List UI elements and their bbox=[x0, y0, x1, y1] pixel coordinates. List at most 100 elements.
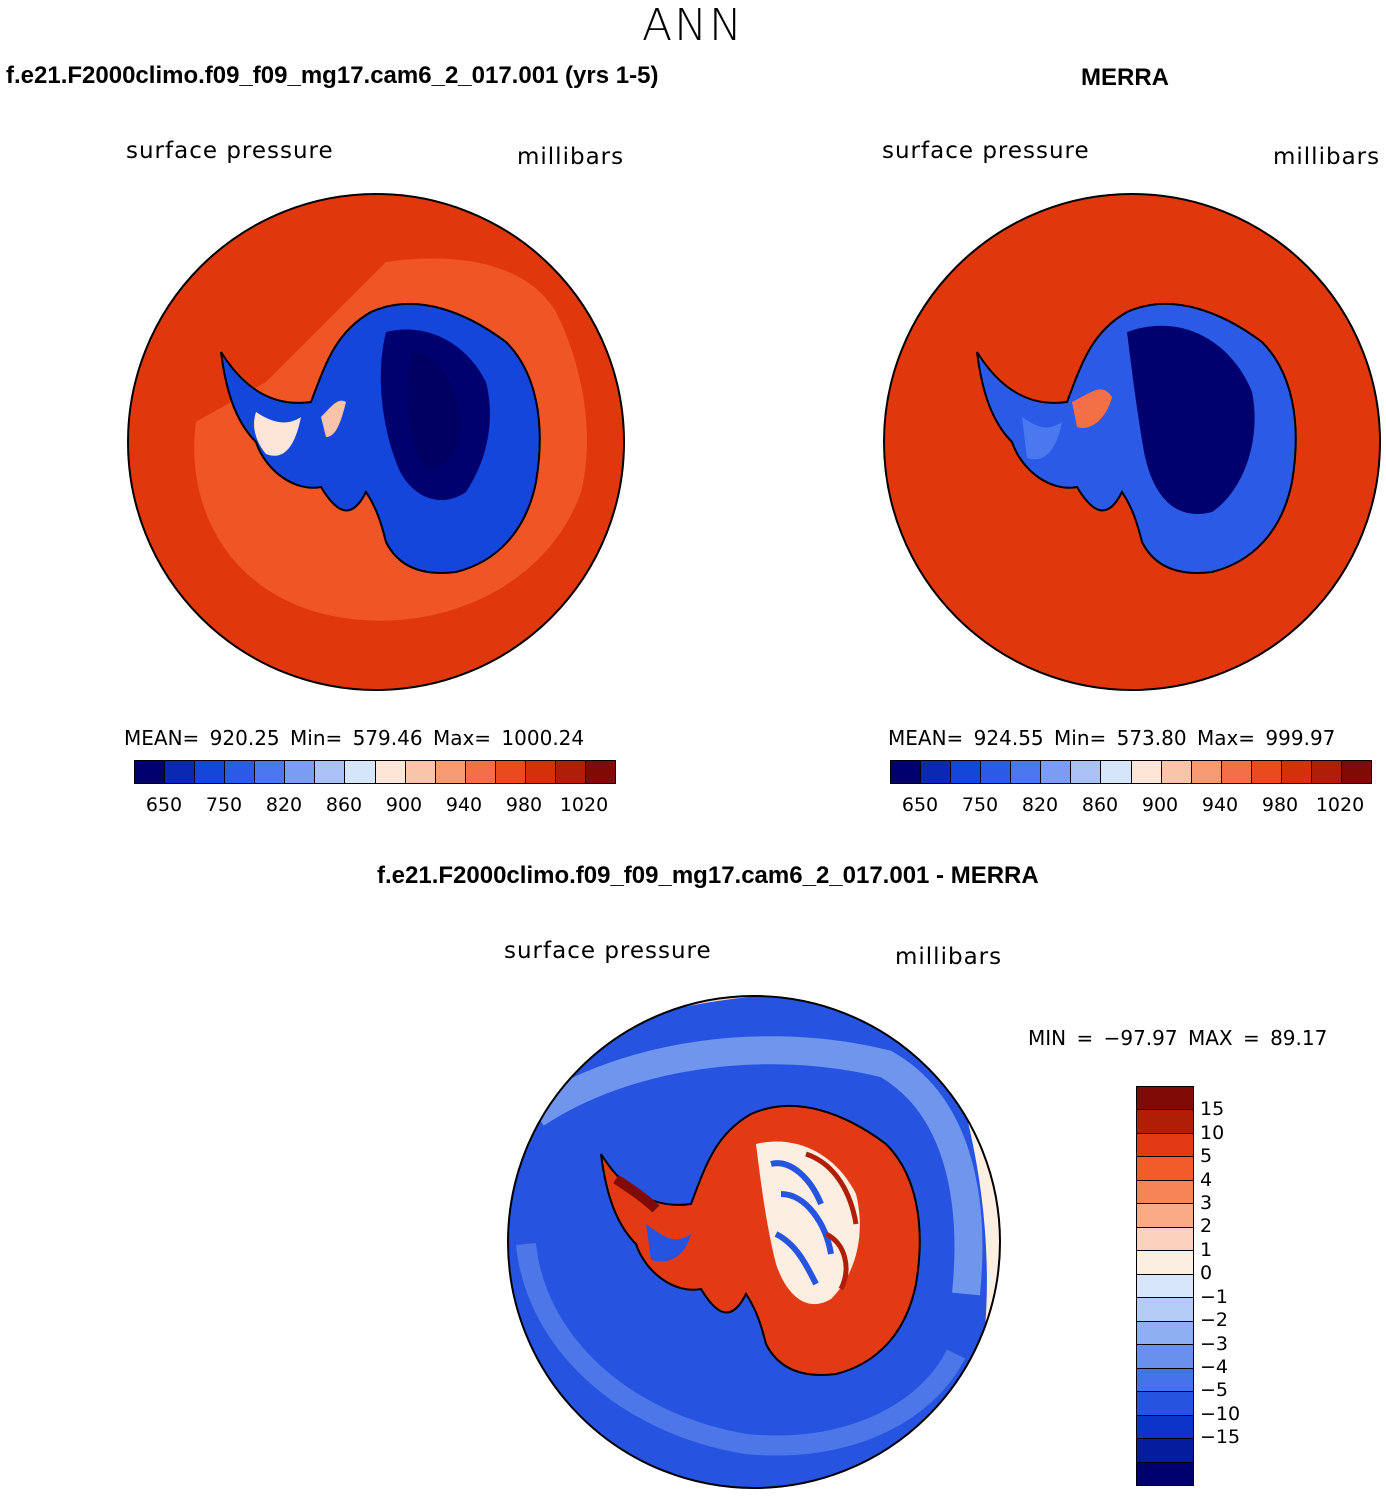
colorbar-model bbox=[134, 760, 616, 784]
max-value: 1000.24 bbox=[501, 726, 585, 750]
colorbar-tick-label: 980 bbox=[1261, 794, 1299, 816]
colorbar-swatch bbox=[1161, 761, 1192, 783]
stats-merra: MEAN= 924.55 Min= 573.80 Max= 999.97 bbox=[888, 726, 1335, 750]
colorbar-swatch bbox=[435, 761, 466, 783]
variable-label-model: surface pressure bbox=[126, 138, 334, 164]
units-label-merra: millibars bbox=[1273, 144, 1381, 170]
colorbar-swatch bbox=[1281, 761, 1312, 783]
colorbar-swatch bbox=[135, 761, 166, 783]
colorbar-tick-label: 15 bbox=[1200, 1098, 1225, 1121]
colorbar-tick-label: −10 bbox=[1200, 1402, 1241, 1425]
panel-title-model: f.e21.F2000climo.f09_f09_mg17.cam6_2_017… bbox=[6, 62, 659, 89]
colorbar-swatch bbox=[1137, 1321, 1193, 1346]
colorbar-tick-label: 750 bbox=[205, 794, 243, 816]
colorbar-swatch bbox=[1137, 1439, 1193, 1463]
variable-label-merra: surface pressure bbox=[882, 138, 1090, 164]
colorbar-swatch bbox=[891, 761, 922, 783]
colorbar-swatch bbox=[1101, 761, 1132, 783]
colorbar-tick-label: 4 bbox=[1200, 1168, 1213, 1191]
colorbar-tick-label: 900 bbox=[385, 794, 423, 816]
colorbar-swatch bbox=[951, 761, 982, 783]
colorbar-swatch bbox=[165, 761, 196, 783]
colorbar-tick-label: 940 bbox=[1201, 794, 1239, 816]
colorbar-tick-label: 940 bbox=[445, 794, 483, 816]
variable-label-diff: surface pressure bbox=[504, 938, 712, 964]
colorbar-swatch bbox=[1071, 761, 1102, 783]
colorbar-tick-label: 2 bbox=[1200, 1215, 1213, 1238]
colorbar-swatch bbox=[1341, 761, 1371, 783]
figure-title: ANN bbox=[642, 0, 744, 51]
colorbar-tick-label: 820 bbox=[1021, 794, 1059, 816]
colorbar-tick-label: 650 bbox=[145, 794, 183, 816]
colorbar-swatch bbox=[585, 761, 615, 783]
colorbar-swatch bbox=[1137, 1110, 1193, 1134]
mean-value: 924.55 bbox=[973, 726, 1044, 750]
colorbar-tick-label: 0 bbox=[1200, 1262, 1213, 1285]
units-label-diff: millibars bbox=[895, 944, 1003, 970]
colorbar-swatch bbox=[1251, 761, 1282, 783]
colorbar-swatch bbox=[1137, 1157, 1193, 1181]
colorbar-swatch bbox=[285, 761, 316, 783]
panel-title-merra: MERRA bbox=[1081, 64, 1169, 91]
colorbar-tick-label: 650 bbox=[901, 794, 939, 816]
colorbar-labels-merra: 650 750 820 860 900 940 980 1020 bbox=[890, 794, 1370, 818]
colorbar-swatch bbox=[225, 761, 256, 783]
colorbar-tick-label: −5 bbox=[1200, 1379, 1229, 1402]
units-label-model: millibars bbox=[517, 144, 625, 170]
colorbar-swatch bbox=[315, 761, 346, 783]
colorbar-swatch bbox=[1137, 1392, 1193, 1416]
colorbar-swatch bbox=[525, 761, 556, 783]
mean-label: MEAN= bbox=[124, 726, 200, 750]
colorbar-tick-label: −2 bbox=[1200, 1309, 1229, 1332]
colorbar-tick-label: 820 bbox=[265, 794, 303, 816]
colorbar-diff bbox=[1136, 1086, 1194, 1486]
colorbar-tick-label: 750 bbox=[961, 794, 999, 816]
colorbar-tick-label: −4 bbox=[1200, 1355, 1229, 1378]
colorbar-tick-label: −1 bbox=[1200, 1285, 1229, 1308]
colorbar-tick-label: 5 bbox=[1200, 1145, 1213, 1168]
colorbar-swatch bbox=[1137, 1133, 1193, 1158]
colorbar-swatch bbox=[1137, 1462, 1193, 1485]
colorbar-swatch bbox=[1041, 761, 1072, 783]
colorbar-swatch bbox=[375, 761, 406, 783]
colorbar-swatch bbox=[1221, 761, 1252, 783]
colorbar-tick-label: 860 bbox=[1081, 794, 1119, 816]
max-value: 999.97 bbox=[1265, 726, 1336, 750]
colorbar-swatch bbox=[1011, 761, 1042, 783]
colorbar-swatch bbox=[1137, 1298, 1193, 1322]
diff-minmax: MIN = −97.97 MAX = 89.17 bbox=[1028, 1026, 1328, 1050]
colorbar-swatch bbox=[405, 761, 436, 783]
colorbar-tick-label: 3 bbox=[1200, 1192, 1213, 1215]
colorbar-swatch bbox=[1137, 1345, 1193, 1369]
colorbar-swatch bbox=[1191, 761, 1222, 783]
colorbar-swatch bbox=[1137, 1368, 1193, 1393]
colorbar-labels-diff: 15 10 5 4 3 2 1 0 −1 −2 −3 −4 −5 −10 −15 bbox=[1200, 1086, 1260, 1484]
colorbar-swatch bbox=[1311, 761, 1342, 783]
min-label: Min= bbox=[290, 726, 343, 750]
colorbar-tick-label: −15 bbox=[1200, 1426, 1241, 1449]
colorbar-swatch bbox=[555, 761, 586, 783]
colorbar-tick-label: 980 bbox=[505, 794, 543, 816]
polar-map-diff bbox=[507, 995, 1001, 1489]
min-value: 573.80 bbox=[1116, 726, 1187, 750]
stats-model: MEAN= 920.25 Min= 579.46 Max= 1000.24 bbox=[124, 726, 584, 750]
colorbar-swatch bbox=[1137, 1415, 1193, 1440]
colorbar-swatch bbox=[1137, 1274, 1193, 1299]
max-label: Max= bbox=[432, 726, 492, 750]
colorbar-tick-label: 1020 bbox=[559, 794, 609, 816]
mean-value: 920.25 bbox=[209, 726, 280, 750]
colorbar-swatch bbox=[345, 761, 376, 783]
colorbar-swatch bbox=[981, 761, 1012, 783]
colorbar-labels-model: 650 750 820 860 900 940 980 1020 bbox=[134, 794, 614, 818]
colorbar-swatch bbox=[1137, 1251, 1193, 1275]
colorbar-merra bbox=[890, 760, 1372, 784]
colorbar-swatch bbox=[1137, 1087, 1193, 1111]
min-value: 579.46 bbox=[352, 726, 423, 750]
colorbar-tick-label: 1 bbox=[1200, 1238, 1213, 1261]
colorbar-swatch bbox=[465, 761, 496, 783]
colorbar-tick-label: 10 bbox=[1200, 1121, 1225, 1144]
max-label: Max= bbox=[1196, 726, 1256, 750]
colorbar-swatch bbox=[255, 761, 286, 783]
colorbar-tick-label: 860 bbox=[325, 794, 363, 816]
mean-label: MEAN= bbox=[888, 726, 964, 750]
